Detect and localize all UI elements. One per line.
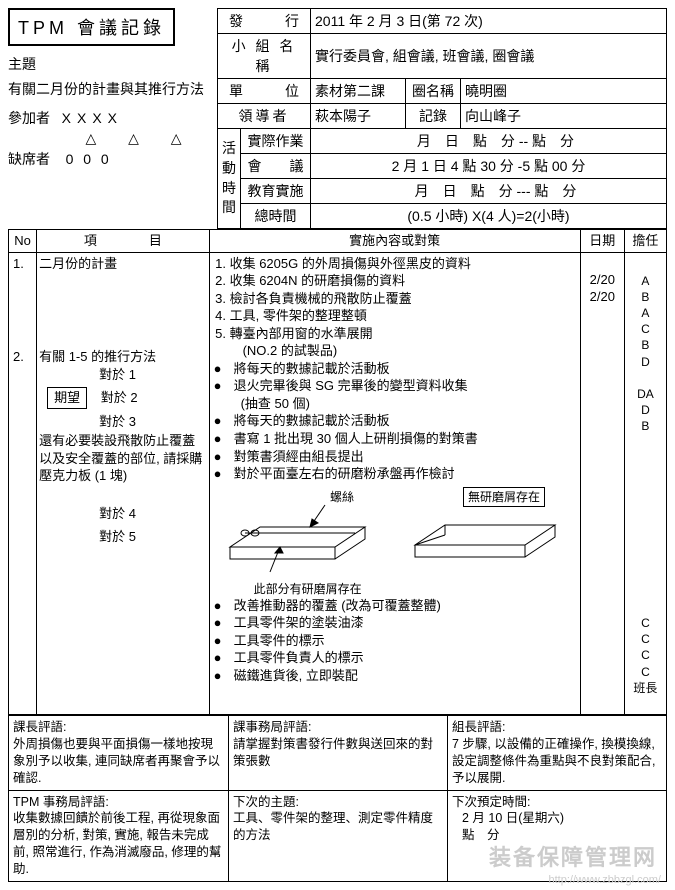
svg-text:螺絲: 螺絲	[330, 489, 354, 504]
row-date-cell: 2/20 2/20	[580, 252, 624, 715]
col-item: 項 目	[37, 230, 210, 253]
col-date: 日期	[580, 230, 624, 253]
leader-value: 萩本陽子	[311, 104, 406, 129]
col-no: No	[9, 230, 37, 253]
row-no-cell: 1. 2.	[9, 252, 37, 715]
diag-left-label: 此部分有研磨屑存在	[214, 581, 576, 597]
r2c3-label: 下次預定時間:	[452, 794, 662, 811]
r1c3-label: 組長評語:	[452, 719, 662, 736]
r1c1-label: 課長評語:	[13, 719, 224, 736]
r1c3-text: 7 步驟, 以設備的正確操作, 換模換線, 設定調整條件為重點與不良對策配合, …	[452, 736, 662, 787]
recorder-value: 向山峰子	[461, 104, 667, 129]
group-name-value: 實行委員會, 組會議, 班會議, 圈會議	[311, 34, 667, 79]
total-label: 總時間	[241, 204, 311, 229]
r2c2-text: 工具、零件架的整理、測定零件精度的方法	[233, 810, 443, 844]
absent-label: 缺席者	[8, 151, 50, 167]
leader-label: 領導者	[218, 104, 311, 129]
recorder-label: 記錄	[406, 104, 461, 129]
subject-label: 主題	[8, 52, 213, 76]
r2c3-text: 2 月 10 日(星期六) 點 分	[452, 810, 662, 844]
practical-label: 實際作業	[241, 129, 311, 154]
issue-value: 2011 年 2 月 3 日(第 72 次)	[311, 9, 667, 34]
watermark-url: http://www.zbbzgl.com/	[549, 874, 662, 886]
bullets-a: 將每天的數據記載於活動板退火完畢後與 SG 完畢後的變型資料收集 (抽查 50 …	[214, 360, 576, 483]
main-table: No 項 目 實施內容或對策 日期 擔任 1. 2. 二月份的計畫 有關 1-5…	[8, 229, 667, 715]
activity-label: 活動時間	[218, 129, 241, 229]
r1c1-text: 外周損傷也要與平面損傷一樣地按現象別予以收集, 連同缺席者再聚會予以確認.	[13, 736, 224, 787]
col-content: 實施內容或對策	[209, 230, 580, 253]
subject-text: 有關二月份的計畫與其推行方法	[8, 76, 213, 106]
practical-value: 月 日 點 分 -- 點 分	[311, 129, 667, 154]
triangle-row: △ △ △	[8, 130, 213, 147]
participants-label: 參加者	[8, 110, 50, 126]
r1c2-text: 請掌握對策書發行件數與送回來的對策張數	[233, 736, 443, 770]
content-ol: 收集 6205G 的外周損傷與外徑黑皮的資料收集 6204N 的研磨損傷的資料檢…	[214, 255, 576, 360]
r2c1-label: TPM 事務局評語:	[13, 794, 224, 811]
header-table: 發 行 2011 年 2 月 3 日(第 72 次) 小 組 名 稱 實行委員會…	[217, 8, 667, 229]
unit-label: 單 位	[218, 79, 311, 104]
bullets-b: 改善推動器的覆蓋 (改為可覆蓋整體)工具零件架的塗裝油漆工具零件的標示工具零件負…	[214, 597, 576, 685]
r2c2-label: 下次的主題:	[233, 794, 443, 811]
r2c1-text: 收集數據回饋於前後工程, 再從現象面層別的分析, 對策, 實施, 報告未完成前,…	[13, 810, 224, 878]
education-value: 月 日 點 分 --- 點 分	[311, 179, 667, 204]
issue-label: 發 行	[218, 9, 311, 34]
participants-value: XXXX	[62, 110, 123, 126]
diagram-svg: 螺絲 無研磨屑存在	[215, 487, 575, 577]
meeting-label: 會 議	[241, 154, 311, 179]
row-item-cell: 二月份的計畫 有關 1-5 的推行方法 對於 1 期望 對於 2 對於 3 還有…	[37, 252, 210, 715]
total-value: (0.5 小時) X(4 人)=2(小時)	[311, 204, 667, 229]
row-resp-cell: A B A C B D DA D B C C C C 班長	[624, 252, 666, 715]
circle-name-value: 曉明圈	[461, 79, 667, 104]
r1c2-label: 課事務局評語:	[233, 719, 443, 736]
circle-name-label: 圈名稱	[406, 79, 461, 104]
bottom-table: 課長評語: 外周損傷也要與平面損傷一樣地按現象別予以收集, 連同缺席者再聚會予以…	[8, 715, 667, 882]
absent-value: 0 0 0	[66, 151, 112, 167]
group-name-label: 小 組 名 稱	[218, 34, 311, 79]
meeting-value: 2 月 1 日 4 點 30 分 -5 點 00 分	[311, 154, 667, 179]
doc-title: TPM 會議記錄	[8, 8, 175, 46]
row-content-cell: 收集 6205G 的外周損傷與外徑黑皮的資料收集 6204N 的研磨損傷的資料檢…	[209, 252, 580, 715]
unit-value: 素材第二課	[311, 79, 406, 104]
hope-box: 期望	[47, 387, 87, 409]
education-label: 教育實施	[241, 179, 311, 204]
col-resp: 擔任	[624, 230, 666, 253]
